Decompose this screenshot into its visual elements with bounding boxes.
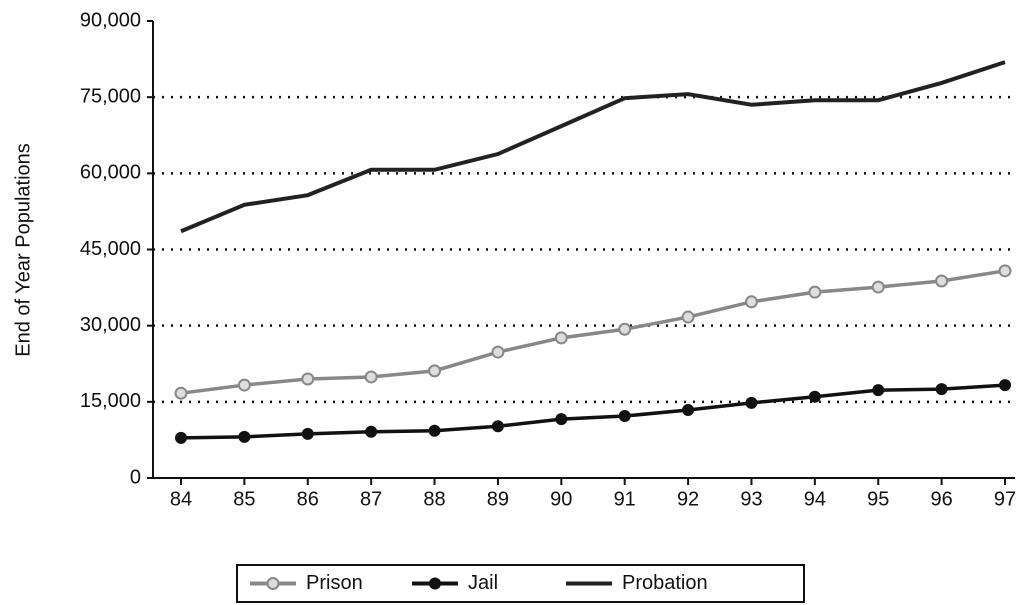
series-line <box>180 60 1006 234</box>
y-axis-label: End of Year Populations <box>12 143 34 357</box>
marker <box>808 285 822 299</box>
legend-label: Prison <box>306 572 363 594</box>
marker <box>365 425 378 438</box>
legend-label: Probation <box>622 572 708 594</box>
marker <box>301 372 315 386</box>
x-tick-label: 96 <box>930 488 952 510</box>
marker <box>935 274 949 288</box>
x-tick-label: 88 <box>423 488 445 510</box>
marker <box>935 383 948 396</box>
marker <box>872 384 885 397</box>
marker <box>871 280 885 294</box>
x-tick-label: 93 <box>740 488 762 510</box>
x-tick-label: 85 <box>233 488 255 510</box>
x-tick-label: 90 <box>550 488 572 510</box>
marker <box>237 378 251 392</box>
x-tick-label: 84 <box>170 488 192 510</box>
marker <box>555 413 568 426</box>
x-tick-label: 87 <box>360 488 382 510</box>
legend-box <box>236 564 805 603</box>
marker <box>428 424 441 437</box>
series-line <box>180 269 1006 395</box>
marker <box>175 431 187 444</box>
marker <box>554 331 568 345</box>
marker <box>998 264 1012 278</box>
marker <box>174 386 188 400</box>
y-tick-label: 75,000 <box>80 85 141 107</box>
marker <box>681 310 695 324</box>
y-tick-label: 0 <box>130 466 141 488</box>
y-tick-label: 45,000 <box>80 238 141 260</box>
marker <box>428 364 442 378</box>
legend-label: Jail <box>468 572 498 594</box>
marker <box>808 390 821 403</box>
marker <box>364 370 378 384</box>
marker <box>618 410 631 423</box>
x-tick-label: 92 <box>677 488 699 510</box>
y-tick-label: 30,000 <box>80 314 141 336</box>
y-tick-label: 15,000 <box>80 390 141 412</box>
marker <box>429 577 441 590</box>
x-tick-label: 95 <box>867 488 889 510</box>
marker <box>301 427 314 440</box>
marker <box>682 403 695 416</box>
marker <box>266 577 280 590</box>
y-tick-label: 60,000 <box>80 162 141 184</box>
y-tick-label: 90,000 <box>80 9 141 31</box>
marker <box>491 345 505 359</box>
marker <box>744 295 758 309</box>
series-line <box>180 383 1006 440</box>
marker <box>745 396 758 409</box>
x-tick-label: 86 <box>297 488 319 510</box>
x-tick-label: 89 <box>487 488 509 510</box>
marker <box>618 322 632 336</box>
x-tick-label: 97 <box>994 488 1016 510</box>
marker <box>491 420 504 433</box>
marker <box>999 379 1011 392</box>
x-tick-label: 94 <box>804 488 826 510</box>
x-tick-label: 91 <box>614 488 636 510</box>
marker <box>238 430 251 443</box>
